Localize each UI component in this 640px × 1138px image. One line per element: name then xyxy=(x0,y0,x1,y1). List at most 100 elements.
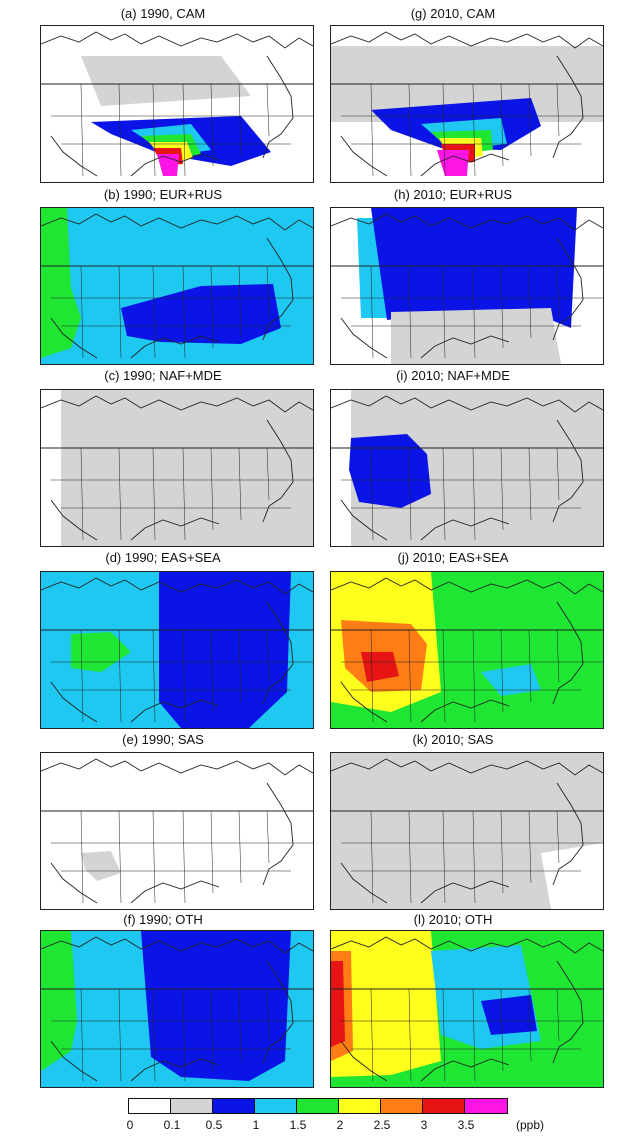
colorbar-swatch-2 xyxy=(213,1099,255,1113)
region-blue-f-2 xyxy=(141,931,291,1081)
colorbar-swatch-5 xyxy=(339,1099,381,1113)
colorbar-swatch-3 xyxy=(255,1099,297,1113)
map-svg-g xyxy=(331,31,603,177)
map-svg-f xyxy=(41,931,313,1087)
map-svg-i xyxy=(331,390,603,546)
boundary-line xyxy=(80,988,84,1082)
map-panel-c xyxy=(40,389,314,547)
boundary-line xyxy=(408,988,412,1082)
boundary-line xyxy=(118,629,122,723)
boundary-line xyxy=(118,447,122,541)
boundary-line xyxy=(50,681,220,723)
map-svg-a xyxy=(41,31,313,177)
boundary-line xyxy=(472,988,476,1082)
boundary-line xyxy=(118,265,122,359)
boundary-line xyxy=(182,810,186,904)
colorbar-tick-label: 1.5 xyxy=(289,1118,307,1132)
map-panel-j xyxy=(330,571,604,729)
boundary-line xyxy=(340,681,510,723)
boundary-line xyxy=(41,577,313,595)
boundary-line xyxy=(262,237,294,341)
map-panel-d xyxy=(40,571,314,729)
region-green-f-1 xyxy=(41,931,77,1071)
map-panel-a xyxy=(40,25,314,183)
panel-title-f: (f) 1990; OTH xyxy=(123,912,203,927)
boundary-line xyxy=(472,265,476,359)
boundary-line xyxy=(152,988,156,1082)
boundary-line xyxy=(266,988,270,1042)
boundary-line xyxy=(210,988,214,1072)
region-white-e-0 xyxy=(41,753,313,909)
map-panel-g xyxy=(330,25,604,183)
region-blue-l-5 xyxy=(481,995,537,1035)
boundary-line xyxy=(370,447,374,541)
boundary-line xyxy=(552,960,584,1064)
map-svg-k xyxy=(331,753,603,909)
boundary-line xyxy=(472,810,476,904)
boundary-line xyxy=(370,810,374,904)
boundary-line xyxy=(442,988,446,1082)
boundary-line xyxy=(50,499,220,541)
boundary-line xyxy=(50,317,220,359)
boundary-line xyxy=(340,499,510,541)
panel-title-b: (b) 1990; EUR+RUS xyxy=(103,187,223,202)
boundary-line xyxy=(552,419,584,523)
boundary-line xyxy=(408,629,412,723)
panel-title-l: (l) 2010; OTH xyxy=(413,912,493,927)
colorbar-swatch-4 xyxy=(297,1099,339,1113)
boundary-line xyxy=(152,629,156,723)
boundary-line xyxy=(331,213,603,231)
colorbar-swatch-7 xyxy=(423,1099,465,1113)
boundary-line xyxy=(500,447,504,531)
colorbar-swatch-6 xyxy=(381,1099,423,1113)
region-magenta-g-6 xyxy=(437,150,469,176)
boundary-line xyxy=(41,395,313,413)
map-svg-b xyxy=(41,208,313,364)
boundary-line xyxy=(500,265,504,349)
boundary-line xyxy=(331,31,603,49)
boundary-line xyxy=(442,265,446,359)
boundary-line xyxy=(331,758,603,776)
boundary-line xyxy=(408,83,412,177)
boundary-line xyxy=(370,265,374,359)
boundary-line xyxy=(210,83,214,167)
region-grey-h-2 xyxy=(391,308,561,364)
boundary-line xyxy=(50,135,220,177)
region-red-l-3 xyxy=(331,961,345,1047)
region-blue-d-2 xyxy=(159,572,291,728)
boundary-line xyxy=(442,83,446,177)
boundary-line xyxy=(266,447,270,501)
boundary-line xyxy=(556,265,560,319)
boundary-line xyxy=(340,317,510,359)
boundary-line xyxy=(500,810,504,894)
boundary-line xyxy=(556,810,560,864)
boundary-line xyxy=(182,83,186,177)
boundary-line xyxy=(80,810,84,904)
boundary-line xyxy=(41,758,313,776)
map-svg-e xyxy=(41,753,313,909)
boundary-line xyxy=(80,629,84,723)
boundary-line xyxy=(262,55,294,159)
colorbar-swatch-0 xyxy=(129,1099,171,1113)
boundary-line xyxy=(552,237,584,341)
colorbar xyxy=(128,1098,508,1114)
panel-title-k: (k) 2010; SAS xyxy=(412,732,494,747)
panel-title-i: (i) 2010; NAF+MDE xyxy=(396,368,510,383)
map-svg-l xyxy=(331,931,603,1087)
colorbar-tick-label: 1 xyxy=(252,1118,260,1132)
colorbar-tick-label: 3.5 xyxy=(457,1118,475,1132)
colorbar-unit-label: (ppb) xyxy=(516,1118,545,1132)
region-grey-c-0 xyxy=(61,390,313,546)
map-panel-h xyxy=(330,207,604,365)
boundary-line xyxy=(50,862,220,904)
map-panel-l xyxy=(330,930,604,1088)
boundary-line xyxy=(80,265,84,359)
boundary-line xyxy=(442,629,446,723)
boundary-line xyxy=(340,862,510,904)
boundary-line xyxy=(41,213,313,231)
colorbar-tick-label: 0 xyxy=(126,1118,134,1132)
boundary-line xyxy=(556,447,560,501)
map-panel-f xyxy=(40,930,314,1088)
colorbar-tick-label: 0.1 xyxy=(163,1118,181,1132)
boundary-line xyxy=(408,810,412,904)
